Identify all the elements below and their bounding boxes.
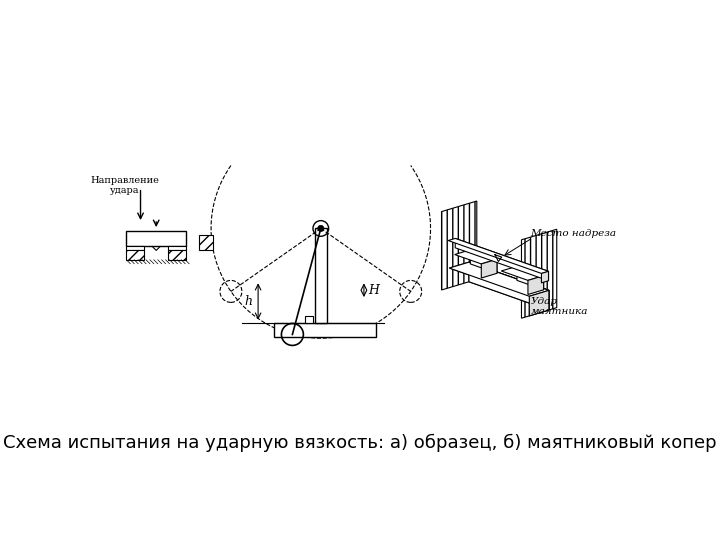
Bar [315, 228, 327, 322]
Polygon shape [470, 250, 497, 273]
Polygon shape [449, 262, 549, 296]
Polygon shape [517, 266, 544, 290]
Circle shape [318, 225, 324, 232]
Bar [168, 251, 186, 260]
Polygon shape [441, 201, 477, 290]
Polygon shape [529, 291, 549, 316]
Bar [168, 246, 186, 251]
Bar [305, 316, 313, 322]
Bar [127, 231, 186, 246]
Polygon shape [448, 239, 549, 273]
Text: h: h [245, 295, 253, 308]
Text: Место надреза: Место надреза [530, 230, 616, 239]
Bar [274, 322, 376, 336]
Text: Направление
удара: Направление удара [91, 176, 159, 195]
Polygon shape [541, 271, 549, 283]
Polygon shape [481, 259, 497, 278]
Polygon shape [127, 246, 145, 251]
Polygon shape [455, 239, 549, 281]
Polygon shape [449, 262, 549, 296]
Bar [127, 251, 145, 260]
Text: H: H [369, 284, 379, 296]
Bar [199, 235, 213, 251]
Polygon shape [501, 266, 544, 280]
Text: Удар
маятника: Удар маятника [531, 296, 588, 316]
Polygon shape [469, 262, 549, 310]
Polygon shape [454, 250, 497, 264]
Text: Схема испытания на ударную вязкость: а) образец, б) маятниковый копер: Схема испытания на ударную вязкость: а) … [3, 433, 717, 451]
Polygon shape [529, 291, 549, 316]
Polygon shape [469, 262, 549, 310]
Polygon shape [521, 230, 557, 318]
Polygon shape [528, 276, 544, 294]
